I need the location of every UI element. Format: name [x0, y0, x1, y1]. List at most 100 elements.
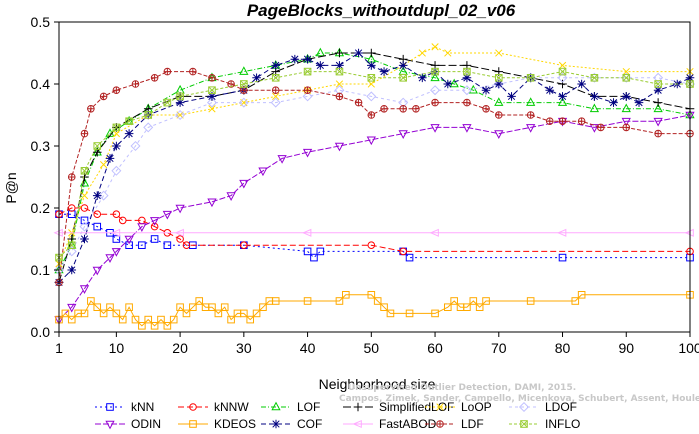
- series-kdeos: [55, 291, 694, 330]
- data-point: [495, 49, 503, 57]
- data-point: [429, 228, 439, 237]
- data-point: [558, 117, 567, 125]
- data-point: [609, 98, 618, 107]
- legend-label: FastABOD: [379, 417, 437, 431]
- data-point: [118, 216, 127, 225]
- data-point: [335, 92, 344, 101]
- legend-label: SimplifiedLOF: [379, 400, 454, 414]
- data-point: [169, 315, 178, 324]
- data-point: [150, 222, 159, 231]
- data-point: [157, 315, 165, 324]
- data-point: [463, 303, 471, 311]
- data-point: [206, 97, 217, 108]
- data-point: [316, 61, 325, 70]
- data-point: [207, 92, 217, 101]
- data-point: [220, 303, 229, 311]
- data-point: [125, 117, 133, 126]
- data-point: [303, 54, 312, 64]
- data-point: [526, 297, 535, 305]
- data-point: [654, 129, 662, 138]
- data-point: [271, 86, 280, 94]
- data-point: [99, 92, 108, 101]
- data-point: [653, 85, 663, 95]
- data-point: [79, 285, 90, 294]
- data-point: [399, 74, 407, 82]
- legend-item-knn: kNN: [95, 400, 154, 414]
- legend-item-ldof: LDOF: [509, 400, 577, 414]
- data-point: [131, 315, 140, 324]
- data-point: [367, 74, 376, 82]
- data-point: [270, 97, 281, 108]
- data-point: [208, 74, 216, 82]
- data-point: [316, 247, 325, 256]
- data-point: [79, 221, 90, 232]
- data-point: [143, 122, 154, 133]
- data-point: [252, 73, 261, 83]
- data-point: [621, 103, 631, 113]
- data-point: [207, 198, 217, 208]
- data-point: [175, 98, 185, 107]
- x-tick-label: 90: [618, 340, 634, 356]
- data-point: [379, 67, 389, 76]
- data-point: [112, 86, 121, 94]
- legend-marker: [271, 419, 281, 429]
- data-point: [494, 74, 503, 82]
- legend-item-ldf: LDF: [425, 417, 484, 431]
- data-point: [577, 79, 586, 89]
- legend-item-knnw: kNNW: [178, 400, 249, 414]
- data-point: [138, 241, 146, 249]
- data-point: [271, 297, 280, 305]
- data-point: [130, 140, 141, 152]
- data-point: [80, 129, 89, 138]
- data-point: [386, 309, 395, 318]
- data-point: [335, 61, 344, 70]
- data-point: [310, 253, 318, 262]
- data-point: [475, 303, 484, 311]
- data-point: [176, 303, 184, 311]
- data-point: [335, 48, 344, 58]
- legend-marker: [189, 403, 197, 411]
- data-point: [67, 315, 76, 324]
- data-point: [373, 297, 382, 305]
- data-point: [653, 117, 663, 127]
- data-point: [526, 74, 535, 82]
- data-point: [367, 61, 376, 70]
- series-line-ldf: [58, 71, 690, 283]
- data-point: [367, 111, 376, 119]
- data-point: [398, 130, 408, 139]
- watermark-line-2: Campos, Zimek, Sander, Campello, Micenko…: [339, 394, 699, 404]
- data-point: [150, 74, 159, 82]
- series-line-kdeos: [58, 294, 690, 327]
- data-point: [443, 303, 452, 311]
- data-point: [66, 246, 77, 257]
- data-point: [558, 67, 567, 76]
- data-point: [112, 309, 121, 318]
- data-point: [182, 309, 191, 318]
- data-point: [111, 165, 122, 176]
- data-point: [208, 86, 216, 95]
- data-point: [622, 123, 631, 132]
- data-point: [558, 61, 567, 70]
- series-line-cof: [58, 52, 691, 283]
- data-point: [654, 80, 662, 88]
- data-point: [163, 241, 172, 249]
- data-point: [67, 241, 76, 249]
- data-point: [526, 97, 536, 106]
- legend-marker: [189, 420, 197, 428]
- data-point: [545, 85, 555, 95]
- legend-label: LDF: [461, 417, 484, 431]
- data-point: [302, 228, 312, 237]
- data-point: [258, 167, 268, 177]
- x-tick-label: 80: [555, 340, 571, 356]
- data-point: [112, 129, 121, 138]
- data-point: [494, 79, 504, 89]
- data-point: [138, 322, 146, 330]
- legend-marker: [436, 420, 444, 428]
- data-point: [131, 80, 140, 88]
- data-point: [67, 265, 77, 275]
- data-point: [99, 160, 108, 169]
- data-point: [124, 235, 134, 245]
- data-point: [494, 97, 504, 106]
- data-point: [622, 74, 631, 82]
- data-point: [405, 253, 414, 262]
